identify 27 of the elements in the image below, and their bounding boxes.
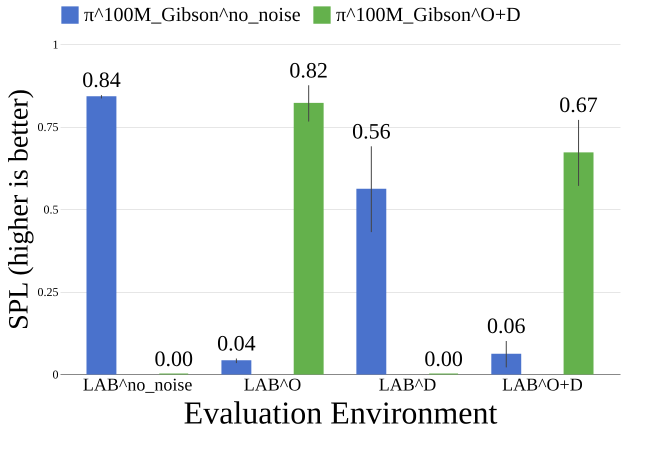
bar <box>294 102 324 374</box>
x-tick-label: LAB^O <box>244 374 302 394</box>
y-axis-title: SPL (higher is better) <box>4 89 34 330</box>
y-tick-label: 0.5 <box>44 202 58 216</box>
bar <box>356 188 386 374</box>
x-tick-label: LAB^D <box>378 374 436 394</box>
x-tick-label: LAB^no_noise <box>82 374 192 394</box>
legend-label: π^100M_Gibson^no_noise <box>84 4 301 26</box>
y-tick-label: 0.75 <box>38 120 58 134</box>
data-label: 0.00 <box>154 346 193 371</box>
bar <box>86 96 116 374</box>
data-label: 0.67 <box>559 92 598 117</box>
y-tick-label: 0 <box>52 368 58 382</box>
data-label: 0.84 <box>82 67 121 92</box>
bar <box>564 152 594 374</box>
y-tick-label: 1 <box>52 38 58 52</box>
x-tick-label: LAB^O+D <box>502 374 583 394</box>
x-axis-title: Evaluation Environment <box>184 394 498 430</box>
data-label: 0.82 <box>289 57 328 82</box>
data-label: 0.56 <box>352 118 391 144</box>
data-label: 0.00 <box>424 346 463 371</box>
bar <box>491 354 522 374</box>
bar <box>221 360 252 374</box>
data-label: 0.06 <box>487 313 526 338</box>
data-label: 0.04 <box>217 330 256 356</box>
y-tick-label: 0.25 <box>38 285 58 299</box>
legend-label: π^100M_Gibson^O+D <box>336 4 521 26</box>
